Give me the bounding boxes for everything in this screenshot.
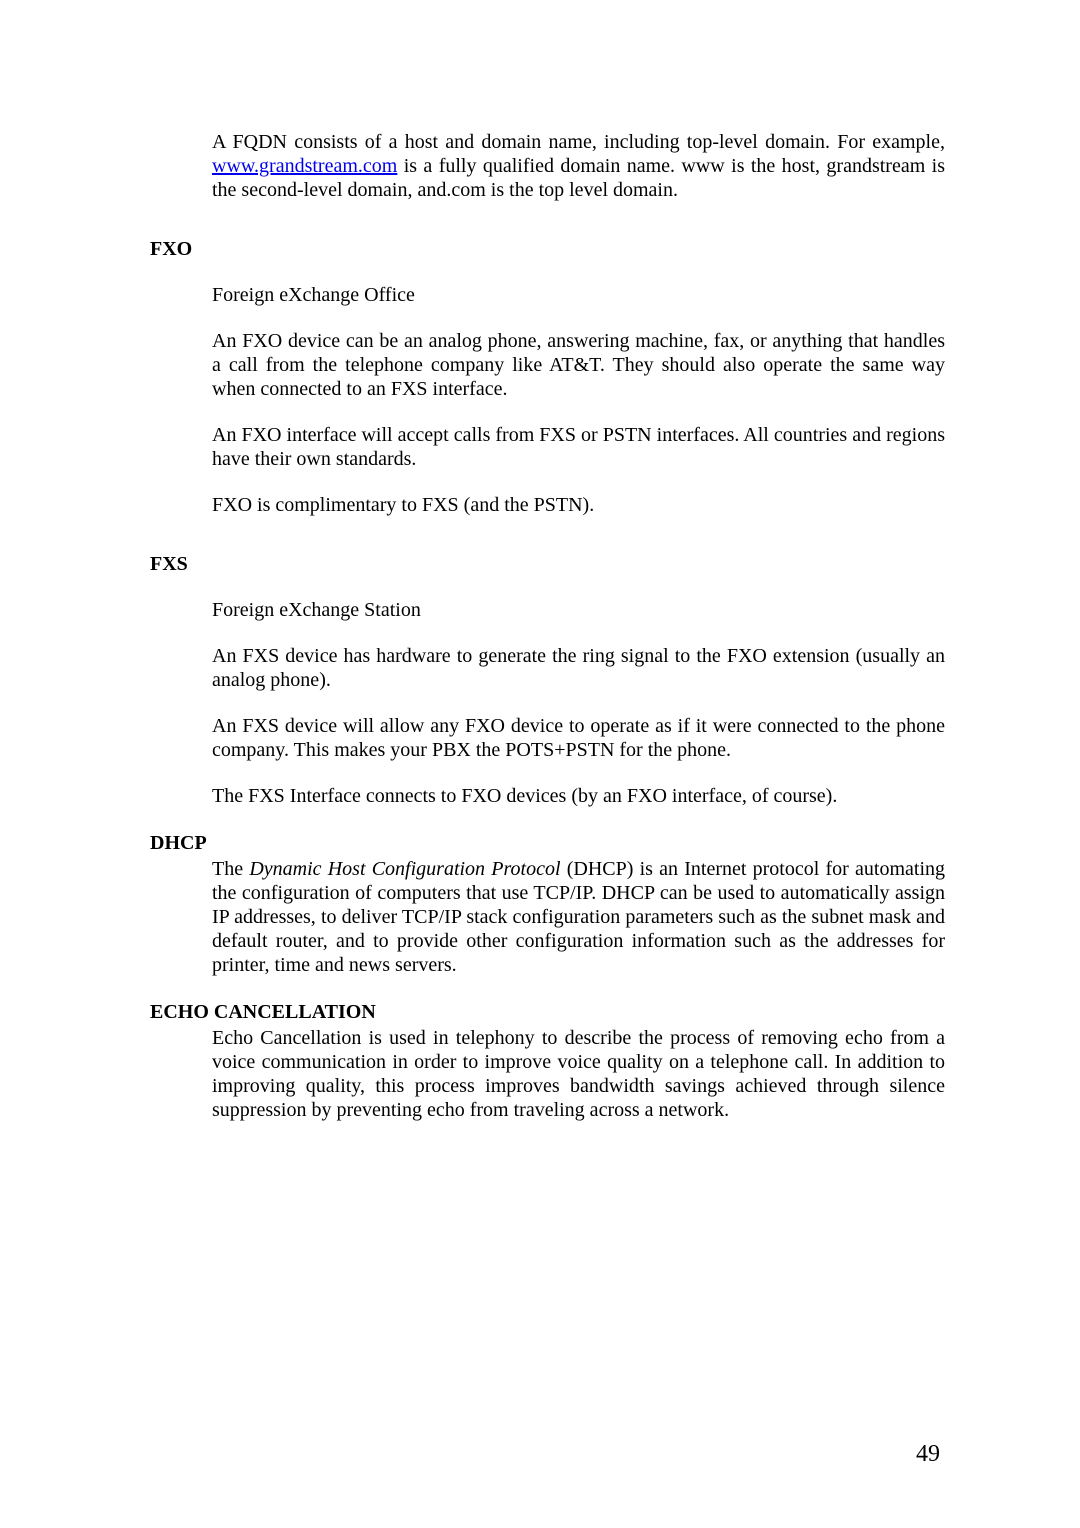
echo-section: Echo Cancellation is used in telephony t… — [212, 1026, 945, 1122]
fxs-p4: The FXS Interface connects to FXO device… — [212, 784, 945, 808]
fqdn-paragraph: A FQDN consists of a host and domain nam… — [212, 130, 945, 202]
fxo-p2: An FXO device can be an analog phone, an… — [212, 329, 945, 401]
echo-paragraph: Echo Cancellation is used in telephony t… — [212, 1026, 945, 1122]
fxs-heading: FXS — [150, 553, 945, 576]
fxs-p3: An FXS device will allow any FXO device … — [212, 714, 945, 762]
page-number: 49 — [916, 1441, 940, 1468]
dhcp-paragraph: The Dynamic Host Configuration Protocol … — [212, 857, 945, 977]
text-fragment: A FQDN consists of a host and domain nam… — [212, 131, 945, 153]
fxo-p1: Foreign eXchange Office — [212, 283, 945, 307]
grandstream-link[interactable]: www.grandstream.com — [212, 155, 397, 177]
fxs-p2: An FXS device has hardware to generate t… — [212, 644, 945, 692]
fxo-p3: An FXO interface will accept calls from … — [212, 423, 945, 471]
fxo-p4: FXO is complimentary to FXS (and the PST… — [212, 493, 945, 517]
fxo-section: Foreign eXchange Office An FXO device ca… — [212, 283, 945, 517]
fxo-heading: FXO — [150, 238, 945, 261]
fqdn-section: A FQDN consists of a host and domain nam… — [212, 130, 945, 202]
echo-heading: ECHO CANCELLATION — [150, 1001, 945, 1024]
fxs-section: Foreign eXchange Station An FXS device h… — [212, 598, 945, 808]
fxs-p1: Foreign eXchange Station — [212, 598, 945, 622]
dhcp-italic: Dynamic Host Configuration Protocol — [249, 858, 560, 880]
dhcp-heading: DHCP — [150, 832, 945, 855]
text-fragment: The — [212, 858, 249, 880]
dhcp-section: The Dynamic Host Configuration Protocol … — [212, 857, 945, 977]
page-content: A FQDN consists of a host and domain nam… — [0, 0, 1080, 1204]
